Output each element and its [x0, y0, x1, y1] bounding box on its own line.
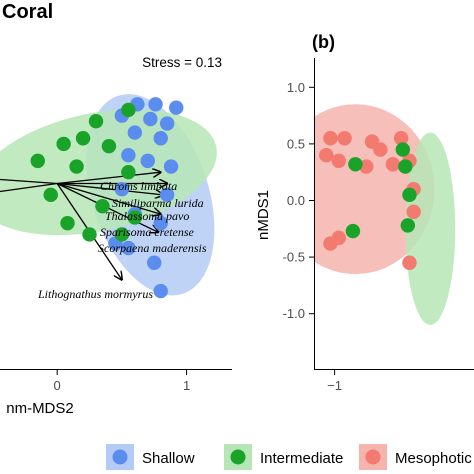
vector-label-chroms-limbata: Chroms limbata: [100, 179, 177, 193]
legend-label: Mesophotic: [395, 450, 472, 467]
legend-label: Intermediate: [260, 450, 343, 467]
vector-thalassoma-pavo: [57, 182, 163, 195]
point-shallow: [121, 240, 136, 256]
legend-dot: [365, 449, 381, 465]
point-intermediate: [88, 114, 104, 129]
legend-item-mesophotic: Mesophotic: [359, 444, 472, 470]
point-intermediate: [402, 187, 417, 203]
point-shallow: [148, 97, 163, 112]
y-tick-label: 0.0: [287, 193, 305, 208]
point-mesophotic: [323, 131, 338, 146]
legend: Shallow Intermediate Mesophotic: [106, 444, 472, 470]
panel-b-y-axis-label: nMDS1: [255, 190, 272, 240]
point-intermediate: [56, 136, 71, 152]
x-tick-label: 1: [183, 378, 190, 393]
panel-b: (b) nMDS1 1.0 0.5 0.0 -0.5 -1.0 −1: [255, 32, 474, 393]
point-shallow: [169, 100, 184, 115]
point-mesophotic: [385, 157, 401, 172]
point-intermediate: [43, 187, 58, 203]
point-mesophotic: [319, 148, 334, 163]
vector-label-similiparma-lurida: Similiparma lurida: [112, 196, 204, 210]
x-tick-label: 0: [54, 378, 61, 393]
y-tick-label: 1.0: [287, 80, 305, 95]
point-mesophotic: [406, 204, 421, 220]
point-intermediate: [398, 159, 413, 174]
legend-label: Shallow: [142, 450, 195, 467]
point-intermediate: [127, 210, 143, 225]
point-intermediate: [121, 165, 136, 180]
panel-a: Coral Stress = 0.13 Chroms limbata Simili…: [0, 1, 232, 417]
point-shallow: [143, 111, 158, 127]
vector-stub: [0, 182, 58, 193]
y-tick-label: 0.5: [287, 136, 305, 151]
y-tick-label: -1.0: [283, 306, 305, 321]
panel-a-title: Coral: [2, 1, 53, 23]
point-shallow: [163, 159, 179, 174]
point-intermediate: [95, 198, 110, 214]
x-tick-label: −1: [327, 378, 342, 393]
point-shallow: [140, 153, 155, 169]
point-intermediate: [101, 138, 117, 154]
point-intermediate: [121, 102, 136, 118]
point-mesophotic: [337, 131, 352, 146]
point-shallow: [159, 187, 175, 203]
point-shallow: [153, 131, 168, 146]
vector-label-sparisoma-cretense: Sparisoma cretense: [100, 225, 195, 239]
point-shallow: [159, 116, 175, 131]
point-shallow: [127, 125, 143, 140]
point-mesophotic: [359, 159, 374, 174]
legend-dot: [230, 449, 246, 465]
ellipse-intermediate: [405, 132, 456, 326]
vector-sparisoma-cretense: [56, 182, 161, 215]
panel-b-y-ticks: 1.0 0.5 0.0 -0.5 -1.0: [283, 80, 314, 321]
point-mesophotic: [331, 153, 346, 169]
point-shallow: [147, 255, 162, 270]
panel-b-label: (b): [312, 32, 335, 52]
point-mesophotic: [373, 142, 388, 157]
point-intermediate: [400, 218, 416, 233]
vector-label-thalassoma-pavo: Thalassoma pavo: [105, 209, 189, 223]
point-intermediate: [348, 157, 363, 172]
point-mesophotic: [402, 255, 417, 270]
panel-a-plot-area: Chroms limbata Similiparma luridaThalasso…: [0, 94, 217, 301]
vector-label-scorpaena-maderensis: Scorpaena maderensis: [98, 241, 207, 255]
point-intermediate: [82, 227, 97, 242]
point-intermediate: [345, 223, 361, 239]
point-mesophotic: [393, 131, 409, 146]
point-intermediate: [114, 227, 130, 242]
point-intermediate: [395, 142, 411, 157]
legend-item-shallow: Shallow: [106, 444, 195, 470]
point-shallow: [121, 148, 136, 163]
point-intermediate: [60, 215, 75, 231]
point-intermediate: [69, 159, 84, 174]
point-intermediate: [75, 131, 91, 146]
point-shallow: [153, 283, 168, 299]
point-intermediate: [30, 153, 45, 169]
vector-stub: [0, 178, 58, 185]
vector-label-lithognathus-mormyrus: Lithognathus mormyrus: [37, 287, 153, 301]
stress-label: Stress = 0.13: [142, 55, 222, 70]
panel-a-x-axis-label: nm-MDS2: [6, 400, 74, 417]
point-mesophotic: [331, 230, 346, 246]
legend-dot: [112, 449, 128, 465]
y-tick-label: -0.5: [283, 250, 305, 265]
panel-b-x-ticks: −1: [327, 370, 342, 393]
point-shallow: [153, 215, 168, 231]
panel-b-plot-area: [314, 104, 456, 326]
point-shallow: [114, 181, 130, 197]
vector-chroms-limbata: [57, 172, 161, 185]
legend-item-intermediate: Intermediate: [224, 444, 343, 470]
